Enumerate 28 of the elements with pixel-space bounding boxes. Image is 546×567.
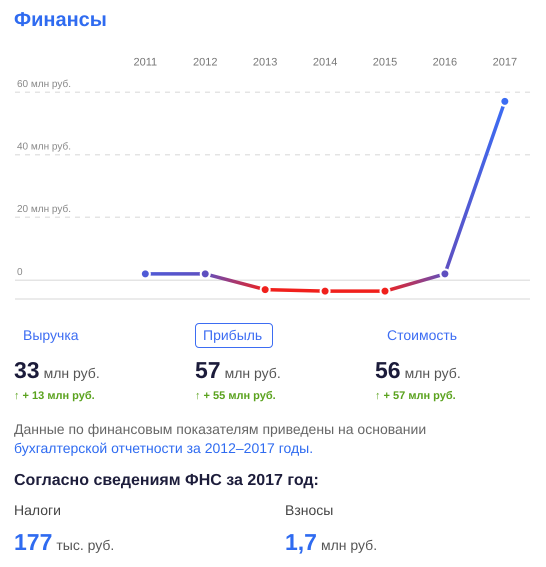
chart-title: Финансы xyxy=(14,9,107,32)
text: Данные по финансовым показателям приведены на основании xyxy=(14,421,426,437)
text: ↑ + 55 млн руб. xyxy=(195,390,276,402)
text: ↑ + 57 млн руб. xyxy=(375,390,456,402)
text: Выручка xyxy=(23,327,79,343)
x-tick-label: 2017 xyxy=(492,56,518,68)
text: 1,7 млн руб. xyxy=(285,529,378,555)
x-tick-label: 2011 xyxy=(133,56,158,68)
y-tick-label: 40 млн руб. xyxy=(17,141,71,152)
text: 56 млн руб. xyxy=(375,357,461,383)
y-tick-label: 60 млн руб. xyxy=(17,78,71,90)
y-tick-label: 0 xyxy=(17,266,23,278)
text: Стоимость xyxy=(387,327,458,343)
text: 57 млн руб. xyxy=(195,357,281,383)
x-tick-label: 2016 xyxy=(432,56,458,68)
y-tick-label: 20 млн руб. xyxy=(17,204,71,216)
text: 177 тыс. руб. xyxy=(14,529,114,555)
text: ↑ + 13 млн руб. xyxy=(14,390,95,402)
text: Взносы xyxy=(285,502,334,518)
text: Прибыль xyxy=(203,327,262,343)
text: Налоги xyxy=(14,502,61,518)
text: 33 млн руб. xyxy=(14,357,100,383)
x-tick-label: 2015 xyxy=(372,56,398,68)
x-tick-label: 2014 xyxy=(312,56,338,68)
text: бухгалтерской отчетности за 2012–2017 годы. xyxy=(14,440,314,456)
x-tick-label: 2013 xyxy=(252,56,278,68)
x-tick-label: 2012 xyxy=(193,56,218,68)
text: Согласно сведениям ФНС за 2017 год: xyxy=(14,472,319,490)
